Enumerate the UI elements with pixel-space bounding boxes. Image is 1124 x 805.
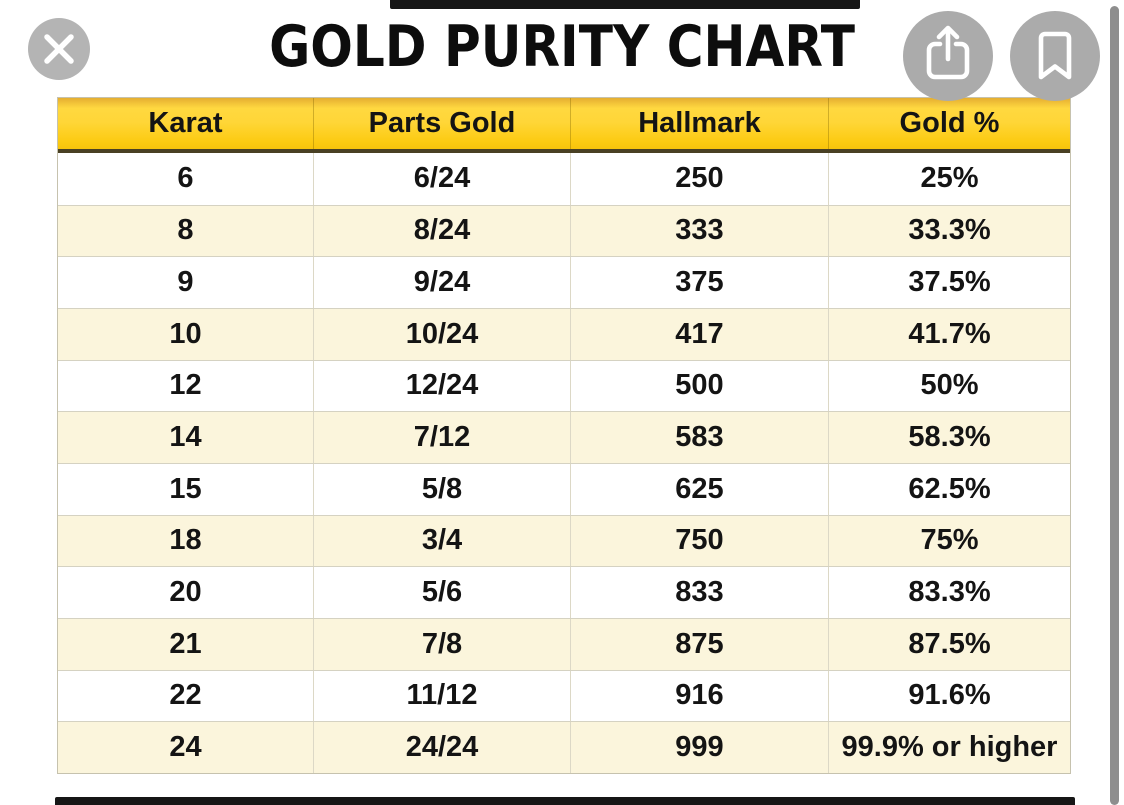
table-cell: 91.6% — [908, 679, 991, 712]
table-row: 10 10/24 417 41.7% — [58, 307, 1070, 360]
table-row: 22 11/12 916 91.6% — [58, 669, 1070, 722]
table-cell: 24/24 — [314, 722, 571, 773]
table-cell: 5/8 — [314, 463, 571, 515]
table-row: 9 9/24 375 37.5% — [58, 256, 1070, 308]
table-cell: 10/24 — [314, 308, 571, 360]
table-row: 24 24/24 999 99.9% or higher — [58, 721, 1070, 773]
table-cell: 15 — [58, 463, 314, 515]
table-cell: 21 — [58, 618, 314, 670]
table-header-row: Karat Parts Gold Hallmark Gold % — [58, 98, 1070, 153]
table-cell: 875 — [571, 618, 829, 670]
gold-purity-table: Karat Parts Gold Hallmark Gold % 6 6/24 25… — [57, 97, 1071, 774]
table-cell: 10 — [58, 308, 314, 360]
table-cell: 9/24 — [314, 257, 571, 308]
table-cell: 6/24 — [314, 153, 571, 205]
table-cell: 12/24 — [314, 360, 571, 412]
table-row: 20 5/6 833 83.3% — [58, 566, 1070, 618]
table-cell: 833 — [571, 567, 829, 618]
close-icon — [44, 34, 74, 64]
column-header-gold-pct: Gold % — [899, 107, 1000, 139]
table-cell: 22 — [58, 670, 314, 722]
share-icon — [926, 25, 970, 80]
table-cell: 99.9% or higher — [841, 731, 1058, 764]
table-cell: 83.3% — [908, 576, 991, 609]
table-cell: 33.3% — [908, 214, 991, 247]
table-cell: 41.7% — [908, 317, 991, 350]
column-header-karat: Karat — [58, 98, 314, 149]
table-cell: 625 — [571, 463, 829, 515]
table-cell: 20 — [58, 567, 314, 618]
share-button[interactable] — [903, 11, 993, 101]
table-row: 8 8/24 333 33.3% — [58, 204, 1070, 257]
table-cell: 999 — [571, 722, 829, 773]
column-header-hallmark: Hallmark — [571, 98, 829, 149]
table-body: 6 6/24 250 25% 8 8/24 333 33.3% 9 9/24 375 37.5% 10 1… — [58, 153, 1070, 773]
table-cell: 75% — [920, 524, 979, 557]
table-row: 14 7/12 583 58.3% — [58, 411, 1070, 463]
table-cell: 7/8 — [314, 618, 571, 670]
table-row: 21 7/8 875 87.5% — [58, 617, 1070, 670]
bookmark-icon — [1038, 31, 1072, 80]
bookmark-button[interactable] — [1010, 11, 1100, 101]
table-cell: 250 — [571, 153, 829, 205]
column-header-parts-gold: Parts Gold — [314, 98, 571, 149]
table-cell: 916 — [571, 670, 829, 722]
table-cell: 583 — [571, 412, 829, 463]
table-cell: 25% — [920, 162, 979, 195]
table-cell: 12 — [58, 360, 314, 412]
image-bottom-letterbox — [55, 797, 1075, 805]
table-cell: 375 — [571, 257, 829, 308]
table-cell: 11/12 — [314, 670, 571, 722]
table-cell: 9 — [58, 257, 314, 308]
table-cell: 50% — [920, 369, 979, 402]
table-cell: 417 — [571, 308, 829, 360]
table-cell: 6 — [58, 153, 314, 205]
table-cell: 5/6 — [314, 567, 571, 618]
table-cell: 3/4 — [314, 515, 571, 567]
table-cell: 62.5% — [908, 472, 991, 505]
table-cell: 18 — [58, 515, 314, 567]
table-cell: 333 — [571, 205, 829, 257]
table-cell: 7/12 — [314, 412, 571, 463]
table-cell: 87.5% — [908, 627, 991, 660]
table-cell: 58.3% — [908, 421, 991, 454]
table-cell: 37.5% — [908, 266, 991, 299]
scrollbar-thumb[interactable] — [1110, 6, 1119, 805]
table-row: 15 5/8 625 62.5% — [58, 462, 1070, 515]
table-cell: 8/24 — [314, 205, 571, 257]
table-row: 18 3/4 750 75% — [58, 514, 1070, 567]
image-top-letterbox — [390, 0, 860, 9]
table-row: 6 6/24 250 25% — [58, 153, 1070, 205]
table-cell: 24 — [58, 722, 314, 773]
close-button[interactable] — [28, 18, 90, 80]
table-cell: 750 — [571, 515, 829, 567]
table-cell: 14 — [58, 412, 314, 463]
page-title: GOLD PURITY CHART — [269, 14, 855, 80]
table-cell: 500 — [571, 360, 829, 412]
table-row: 12 12/24 500 50% — [58, 359, 1070, 412]
table-cell: 8 — [58, 205, 314, 257]
